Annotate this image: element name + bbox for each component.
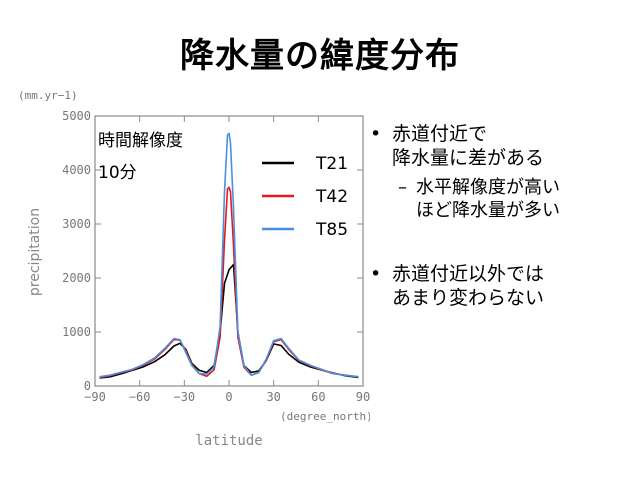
x-tick-label: −60	[129, 390, 151, 404]
legend-label-t21: T21	[315, 154, 348, 174]
series-line-t42	[99, 186, 359, 379]
x-axis-unit: (degree_north)	[280, 410, 370, 423]
legend: T21 T42 T85	[262, 154, 348, 240]
y-tick-label: 1000	[62, 325, 91, 339]
y-tick-label: 0	[84, 379, 91, 393]
x-tick-label: 60	[311, 390, 325, 404]
bullet-outside-equator: • 赤道付近以外では あまり変わらない	[370, 262, 632, 310]
x-axis-label: latitude	[195, 433, 262, 449]
x-tick-label: 0	[225, 390, 232, 404]
y-axis-label: precipitation	[27, 208, 43, 296]
x-tick-label: 90	[356, 390, 370, 404]
tick-labels: −90 −60 −30 0 30 60 90 0 1000 2000 3000 4000 5000	[62, 109, 370, 404]
legend-label-t42: T42	[315, 187, 348, 207]
x-tick-label: 30	[266, 390, 280, 404]
series-lines	[99, 132, 359, 379]
bullet-text-line: あまり変わらない	[392, 287, 545, 309]
sub-bullet-text-line: ほど降水量が多い	[416, 200, 560, 221]
y-tick-label: 5000	[62, 109, 91, 123]
sub-bullet-text-line: 水平解像度が高い	[416, 177, 560, 198]
bullet-text-line: 降水量に差がある	[392, 147, 545, 169]
legend-label-t85: T85	[315, 220, 348, 240]
annotation-time-resolution: 時間解像度	[98, 131, 183, 151]
y-tick-label: 2000	[62, 271, 91, 285]
bullet-text-line: 赤道付近以外では	[392, 263, 545, 285]
axis-ticks	[94, 115, 364, 387]
x-tick-label: −90	[84, 390, 106, 404]
sub-bullet-resolution: – 水平解像度が高い ほど降水量が多い	[370, 176, 632, 222]
bullet-list: • 赤道付近で 降水量に差がある – 水平解像度が高い ほど降水量が多い • 赤…	[370, 122, 632, 310]
precipitation-chart: (mm.yr−1) precipitation −90 −60 −30 0 30 60 90…	[18, 89, 370, 449]
bullet-text-line: 赤道付近で	[392, 123, 488, 145]
sub-bullet-dash: –	[398, 177, 407, 198]
y-tick-label: 4000	[62, 163, 91, 177]
series-line-t85	[99, 132, 359, 378]
bullet-dot: •	[370, 123, 382, 145]
series-line-t21	[99, 263, 359, 379]
x-tick-label: −30	[173, 390, 195, 404]
annotation-time-value: 10分	[98, 163, 137, 183]
slide-title: 降水量の緯度分布	[180, 36, 460, 76]
y-axis-unit: (mm.yr−1)	[18, 89, 78, 102]
bullet-equator-difference: • 赤道付近で 降水量に差がある	[370, 122, 632, 170]
bullet-dot: •	[370, 263, 382, 285]
y-tick-label: 3000	[62, 217, 91, 231]
